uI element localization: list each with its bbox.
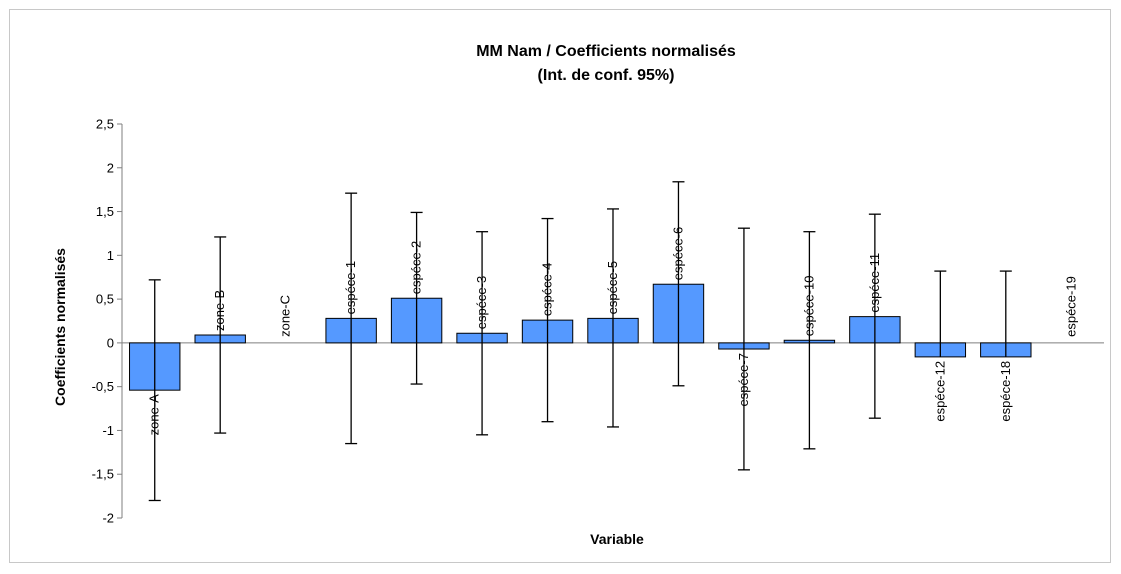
error-bars xyxy=(148,181,1012,502)
y-tick-label: 1,5 xyxy=(96,204,114,219)
bar-label: espéce-18 xyxy=(998,361,1013,422)
bar-label: espéce-2 xyxy=(409,241,424,294)
chart-frame: MM Nam / Coefficients normalisés (Int. d… xyxy=(9,9,1111,563)
y-tick-label: -2 xyxy=(102,511,114,526)
y-tick-label: -1,5 xyxy=(92,467,114,482)
bar-label: espéce-3 xyxy=(474,276,489,329)
bar-label: espéce-1 xyxy=(343,261,358,314)
y-tick-label: -0,5 xyxy=(92,379,114,394)
bar-label: espéce-19 xyxy=(1063,276,1078,337)
y-tick-label: 1 xyxy=(107,248,114,263)
bar-label: zone-C xyxy=(278,295,293,337)
bar-label: espéce-11 xyxy=(867,253,882,313)
bar-label: zone-A xyxy=(147,394,162,436)
chart-title-line2: (Int. de conf. 95%) xyxy=(538,67,675,84)
bar-label: espéce-7 xyxy=(736,353,751,406)
bar-labels: zone-A zone-B zone-C espéce-1 espéce-2 espéce… xyxy=(147,227,1079,436)
y-tick-label: 2,5 xyxy=(96,117,114,132)
bar-label: espéce-5 xyxy=(605,261,620,314)
y-tick-label: 0 xyxy=(107,335,114,350)
bar-label: espéce-4 xyxy=(540,263,555,316)
chart-title-line1: MM Nam / Coefficients normalisés xyxy=(476,43,736,60)
y-axis-title: Coefficients normalisés xyxy=(52,248,68,406)
bar-label: espéce-6 xyxy=(670,227,685,280)
y-tick-label: 0,5 xyxy=(96,292,114,307)
x-axis-title: Variable xyxy=(590,531,644,547)
bar-label: zone-B xyxy=(212,290,227,331)
y-tick-label: 2 xyxy=(107,160,114,175)
bar-label: espéce-10 xyxy=(801,276,816,337)
y-tick-label: -1 xyxy=(102,423,114,438)
bar-label: espéce-12 xyxy=(932,361,947,422)
bar-chart: MM Nam / Coefficients normalisés (Int. d… xyxy=(52,43,1104,547)
bars xyxy=(129,283,1032,391)
